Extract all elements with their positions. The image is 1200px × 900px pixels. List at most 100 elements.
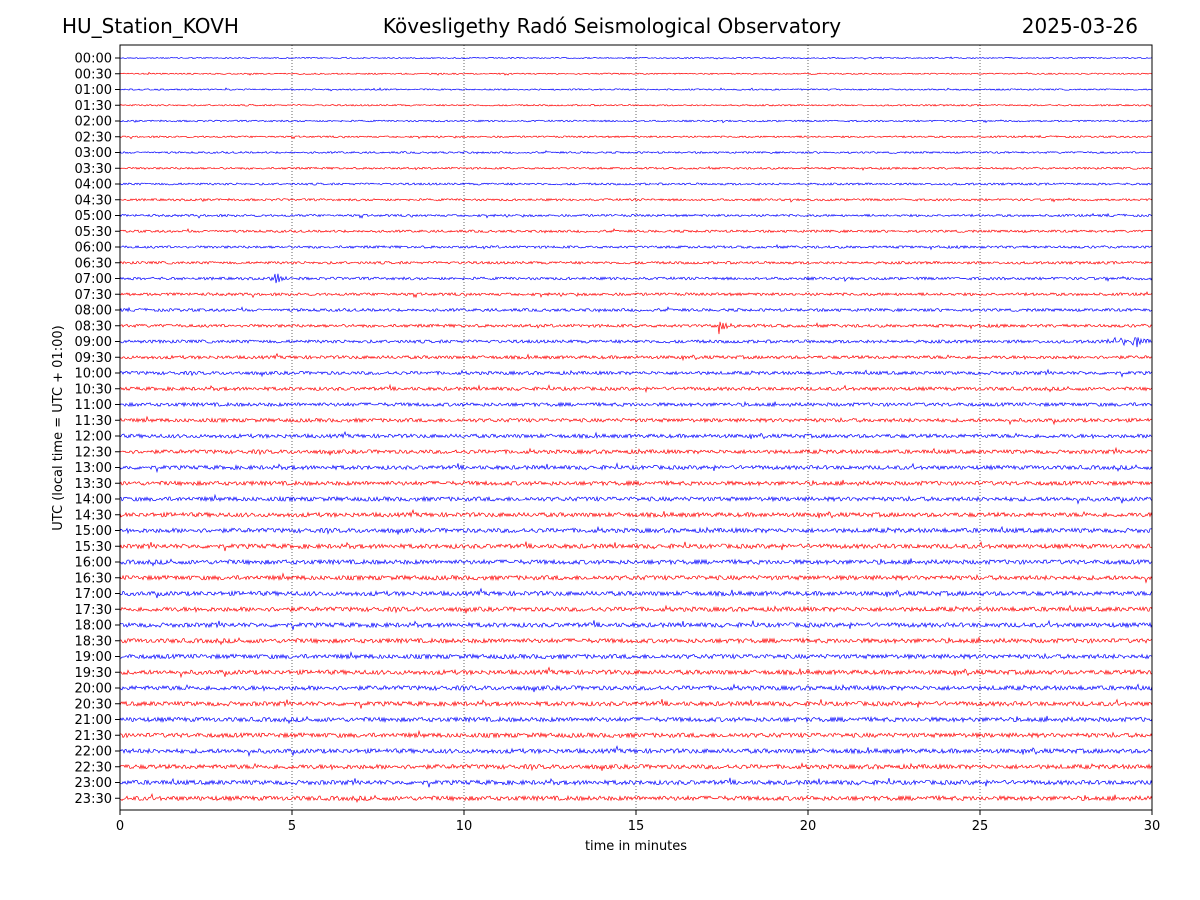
row-label: 11:30 [75,414,112,429]
row-label: 10:30 [75,382,112,397]
trace-18-30 [119,637,1153,646]
row-label: 22:30 [75,760,112,775]
row-label: 14:00 [75,493,112,508]
trace-01-30 [119,103,1153,107]
trace-05-00 [119,212,1153,219]
row-label: 08:00 [75,304,112,319]
trace-12-00 [119,430,1153,440]
trace-20-00 [119,683,1153,693]
row-label: 17:00 [75,587,112,602]
trace-18-00 [119,619,1153,630]
trace-19-30 [119,666,1153,679]
trace-02-00 [119,119,1153,124]
trace-02-30 [119,134,1153,140]
row-label: 00:30 [75,67,112,82]
trace-14-30 [119,509,1153,519]
trace-16-30 [119,572,1153,584]
trace-11-00 [119,400,1153,408]
row-label: 21:30 [75,729,112,744]
row-label: 15:00 [75,524,112,539]
row-label: 16:30 [75,571,112,586]
trace-group [119,56,1153,804]
trace-22-30 [119,762,1153,772]
trace-15-30 [119,541,1153,552]
y-axis-label: UTC (local time = UTC + 01:00) [51,325,66,530]
row-label: 07:30 [75,288,112,303]
x-tick-label: 20 [800,819,817,834]
trace-22-00 [119,745,1153,758]
trace-11-30 [119,415,1153,426]
station-name: HU_Station_KOVH [62,14,239,38]
trace-23-00 [119,777,1153,788]
x-tick-group: 0 5 10 15 20 25 30 [116,810,1160,834]
row-label: 13:00 [75,461,112,476]
x-tick-label: 15 [628,819,645,834]
trace-10-30 [119,383,1153,394]
row-label: 22:00 [75,745,112,760]
trace-09-00 [119,336,1153,348]
row-label: 04:30 [75,193,112,208]
row-label: 01:30 [75,99,112,114]
row-label: 16:00 [75,556,112,571]
trace-08-30 [119,321,1153,335]
row-label: 03:00 [75,146,112,161]
grid-lines [291,45,981,810]
row-label: 00:00 [75,52,112,67]
trace-08-00 [119,306,1153,313]
row-label: 03:30 [75,162,112,177]
row-label: 06:30 [75,256,112,271]
trace-21-00 [119,715,1153,725]
x-tick-label: 0 [116,819,124,834]
row-label: 18:30 [75,634,112,649]
x-tick-label: 5 [288,819,296,834]
trace-00-00 [119,56,1153,60]
row-label: 12:00 [75,430,112,445]
trace-15-00 [119,525,1153,535]
row-label: 02:00 [75,115,112,130]
row-label: 15:30 [75,540,112,555]
trace-16-00 [119,558,1153,567]
row-label: 09:00 [75,335,112,350]
trace-06-00 [119,243,1153,251]
row-label: 19:30 [75,666,112,681]
row-label: 05:00 [75,209,112,224]
row-label: 13:30 [75,477,112,492]
row-label: 14:30 [75,508,112,523]
row-label: 02:30 [75,130,112,145]
trace-07-30 [119,291,1153,299]
row-label: 23:30 [75,792,112,807]
x-tick-label: 30 [1144,819,1161,834]
trace-23-30 [119,793,1153,804]
chart-date: 2025-03-26 [1021,14,1138,38]
row-label: 04:00 [75,178,112,193]
trace-03-30 [119,165,1153,171]
x-tick-label: 10 [456,819,473,834]
plot-frame [119,44,1153,811]
x-tick-label: 25 [972,819,989,834]
row-label: 01:00 [75,83,112,98]
row-label: 06:00 [75,241,112,256]
row-label: 07:00 [75,272,112,287]
trace-19-00 [119,650,1153,660]
chart-title: Kövesligethy Radó Seismological Observat… [382,14,842,38]
trace-01-00 [119,87,1153,92]
trace-17-00 [119,587,1153,599]
trace-21-30 [119,729,1153,739]
row-label: 10:00 [75,367,112,382]
trace-13-30 [119,479,1153,487]
trace-12-30 [119,446,1153,456]
x-axis-label: time in minutes [585,839,687,854]
row-label: 11:00 [75,398,112,413]
row-label: 17:30 [75,603,112,618]
row-label: 09:30 [75,351,112,366]
row-label: 21:00 [75,713,112,728]
row-label: 23:00 [75,776,112,791]
trace-06-30 [119,260,1153,266]
row-label: 12:30 [75,445,112,460]
row-labels: 00:0000:3001:0001:3002:0002:3003:0003:30… [75,52,120,807]
trace-03-00 [119,150,1153,155]
trace-14-00 [119,493,1153,505]
row-label: 20:30 [75,697,112,712]
trace-09-30 [119,352,1153,362]
